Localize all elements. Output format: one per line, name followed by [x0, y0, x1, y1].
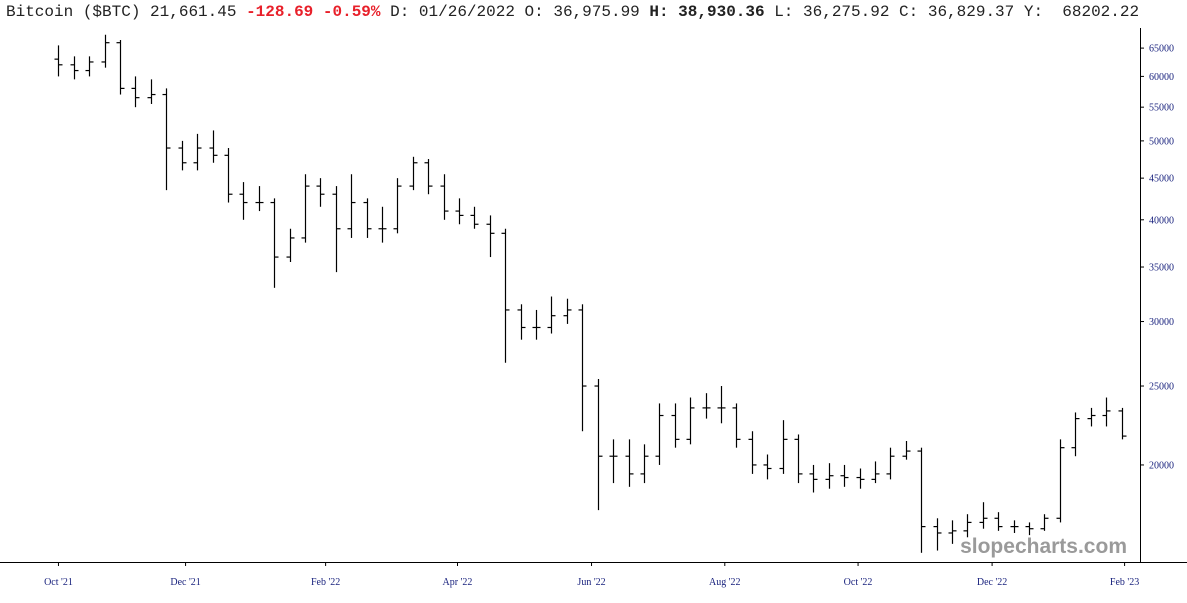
change-pct: -0.59% — [322, 3, 381, 21]
x-tick-label: Jun '22 — [577, 577, 605, 588]
x-tick-label: Oct '21 — [44, 577, 73, 588]
y-tick-label: 50000 — [1149, 136, 1174, 147]
close: C: 36,829.37 — [899, 3, 1015, 21]
x-tick-label: Oct '22 — [844, 577, 873, 588]
last-price: 21,661.45 — [150, 3, 237, 21]
y-tick-label: 45000 — [1149, 174, 1174, 185]
y-tick-label: 35000 — [1149, 263, 1174, 274]
watermark: slopecharts.com — [960, 535, 1127, 558]
y-tick-label: 40000 — [1149, 215, 1174, 226]
open: O: 36,975.99 — [524, 3, 640, 21]
x-tick-label: Feb '23 — [1110, 577, 1139, 588]
y-tick-label: 20000 — [1149, 460, 1174, 471]
x-tick-label: Apr '22 — [443, 577, 473, 588]
y-tick-label: 25000 — [1149, 382, 1174, 393]
x-tick-label: Aug '22 — [709, 577, 741, 588]
symbol: Bitcoin ($BTC) — [6, 3, 141, 21]
y-tick-label: 30000 — [1149, 317, 1174, 328]
low: L: 36,275.92 — [774, 3, 890, 21]
high: H: 38,930.36 — [649, 3, 765, 21]
y-tick-label: 55000 — [1149, 103, 1174, 114]
date: D: 01/26/2022 — [390, 3, 515, 21]
quote-header: Bitcoin ($BTC) 21,661.45 -128.69 -0.59% … — [6, 3, 1139, 21]
y-tick-label: 65000 — [1149, 44, 1174, 55]
change: -128.69 — [246, 3, 314, 21]
x-tick-label: Feb '22 — [311, 577, 340, 588]
x-tick-label: Dec '21 — [170, 577, 200, 588]
y-tick-label: 60000 — [1149, 72, 1174, 83]
x-tick-label: Dec '22 — [977, 577, 1007, 588]
year-high: Y: 68202.22 — [1023, 3, 1140, 21]
